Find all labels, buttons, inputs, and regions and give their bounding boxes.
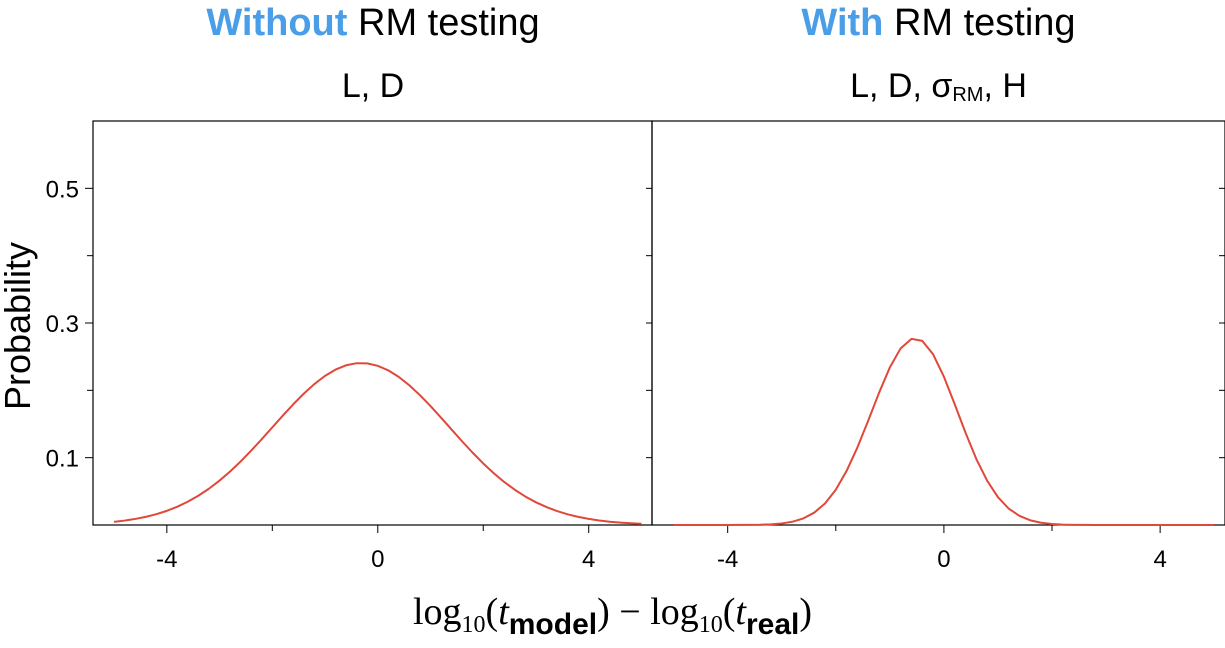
right-x-tick-label: 0 — [937, 546, 950, 573]
left-x-tick-label: 4 — [582, 546, 595, 573]
right-x-tick-label: -4 — [717, 546, 738, 573]
left-plot-frame — [92, 120, 653, 526]
right-title-rest: RM testing — [883, 2, 1076, 44]
left-title-accent: Without — [206, 2, 348, 44]
right-x-tick-label: 4 — [1153, 546, 1166, 573]
left-y-tick-label: 0.3 — [46, 311, 79, 338]
left-title-rest: RM testing — [347, 2, 540, 44]
left-panel-subtitle: L, D — [341, 67, 405, 105]
xlabel-real: real — [745, 608, 800, 641]
xlabel-base1: 10 — [461, 612, 486, 638]
right-density-curve — [673, 337, 1215, 526]
xlabel-close: ) — [799, 591, 813, 633]
left-x-tick-label: 0 — [371, 546, 384, 573]
right-subtitle-tail: , H — [983, 67, 1027, 105]
xlabel-open2: ( — [722, 591, 736, 633]
left-x-tick-label: -4 — [156, 546, 177, 573]
xlabel-t1: t — [498, 591, 509, 633]
left-panel-title: Without RM testing — [93, 0, 653, 46]
xlabel-open1: ( — [485, 591, 499, 633]
left-density-curve — [113, 362, 642, 525]
left-y-tick-label: 0.5 — [46, 176, 79, 203]
left-y-tick-label: 0.1 — [46, 446, 79, 473]
xlabel-t2: t — [735, 591, 746, 633]
right-panel-title: With RM testing — [652, 0, 1225, 46]
xlabel-log1: log — [412, 591, 462, 633]
x-axis-label: log10(tmodel) − log10(treal) — [0, 590, 1225, 642]
right-title-accent: With — [801, 2, 884, 44]
right-subtitle-main: L, D, σ — [850, 67, 953, 105]
xlabel-close-minus: ) − log — [597, 591, 699, 633]
xlabel-base2: 10 — [698, 612, 723, 638]
xlabel-model: model — [508, 608, 598, 641]
right-subtitle-sub: RM — [952, 84, 984, 106]
right-panel-subtitle: L, D, σRM, H — [652, 64, 1225, 108]
right-plot-frame — [651, 120, 1225, 526]
